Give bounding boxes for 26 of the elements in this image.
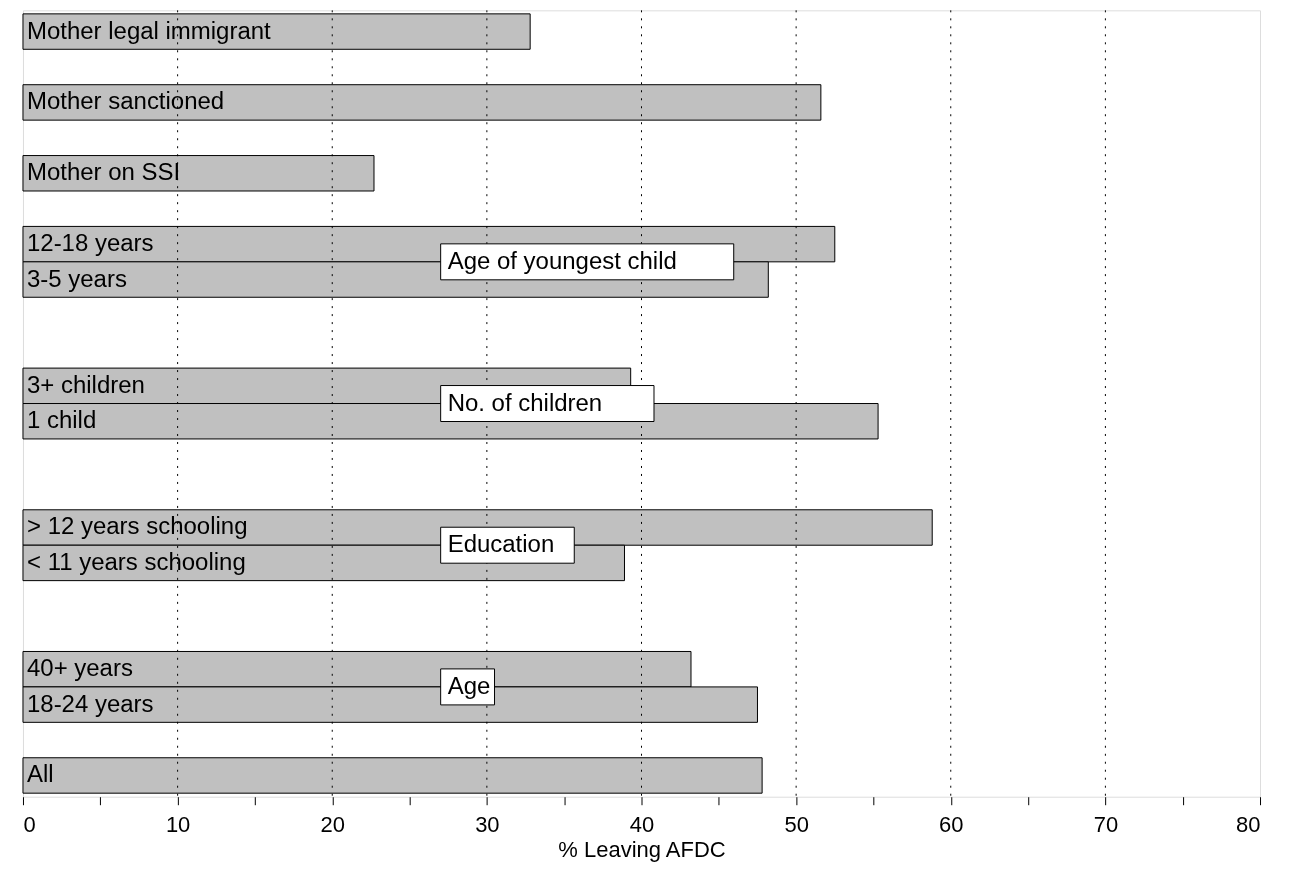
y-tick-label: All	[26, 760, 54, 788]
x-tick-label: 10	[165, 812, 191, 838]
y-tick-label: Mother sanctioned	[26, 87, 225, 115]
y-tick-label: 3-5 years	[26, 264, 127, 292]
x-tick-label: 20	[320, 812, 345, 838]
x-tick-label: 70	[1093, 812, 1119, 838]
y-tick-label: 1 child	[26, 406, 97, 434]
annotation: No. of children	[447, 388, 603, 416]
x-tick-label: 50	[784, 812, 809, 838]
x-tick-label: 40	[629, 812, 655, 838]
y-tick-label: < 11 years schooling	[26, 547, 246, 575]
x-axis-title: % Leaving AFDC	[558, 837, 726, 863]
annotation: Education	[447, 530, 555, 558]
annotation: Age of youngest child	[447, 246, 677, 274]
x-tick-label: 0	[23, 812, 36, 838]
y-tick-label: > 12 years schooling	[26, 512, 248, 540]
y-tick-label: Mother on SSI	[26, 158, 181, 186]
x-tick-label: 30	[475, 812, 500, 838]
annotation: Age	[447, 671, 491, 699]
x-tick-label: 60	[939, 812, 964, 838]
y-tick-label: 18-24 years	[26, 689, 154, 717]
y-tick-label: 12-18 years	[26, 229, 154, 257]
y-tick-label: Mother legal immigrant	[26, 16, 272, 44]
y-tick-label: 3+ children	[26, 370, 145, 398]
x-tick-label: 80	[1236, 812, 1261, 838]
y-tick-label: 40+ years	[26, 654, 133, 682]
